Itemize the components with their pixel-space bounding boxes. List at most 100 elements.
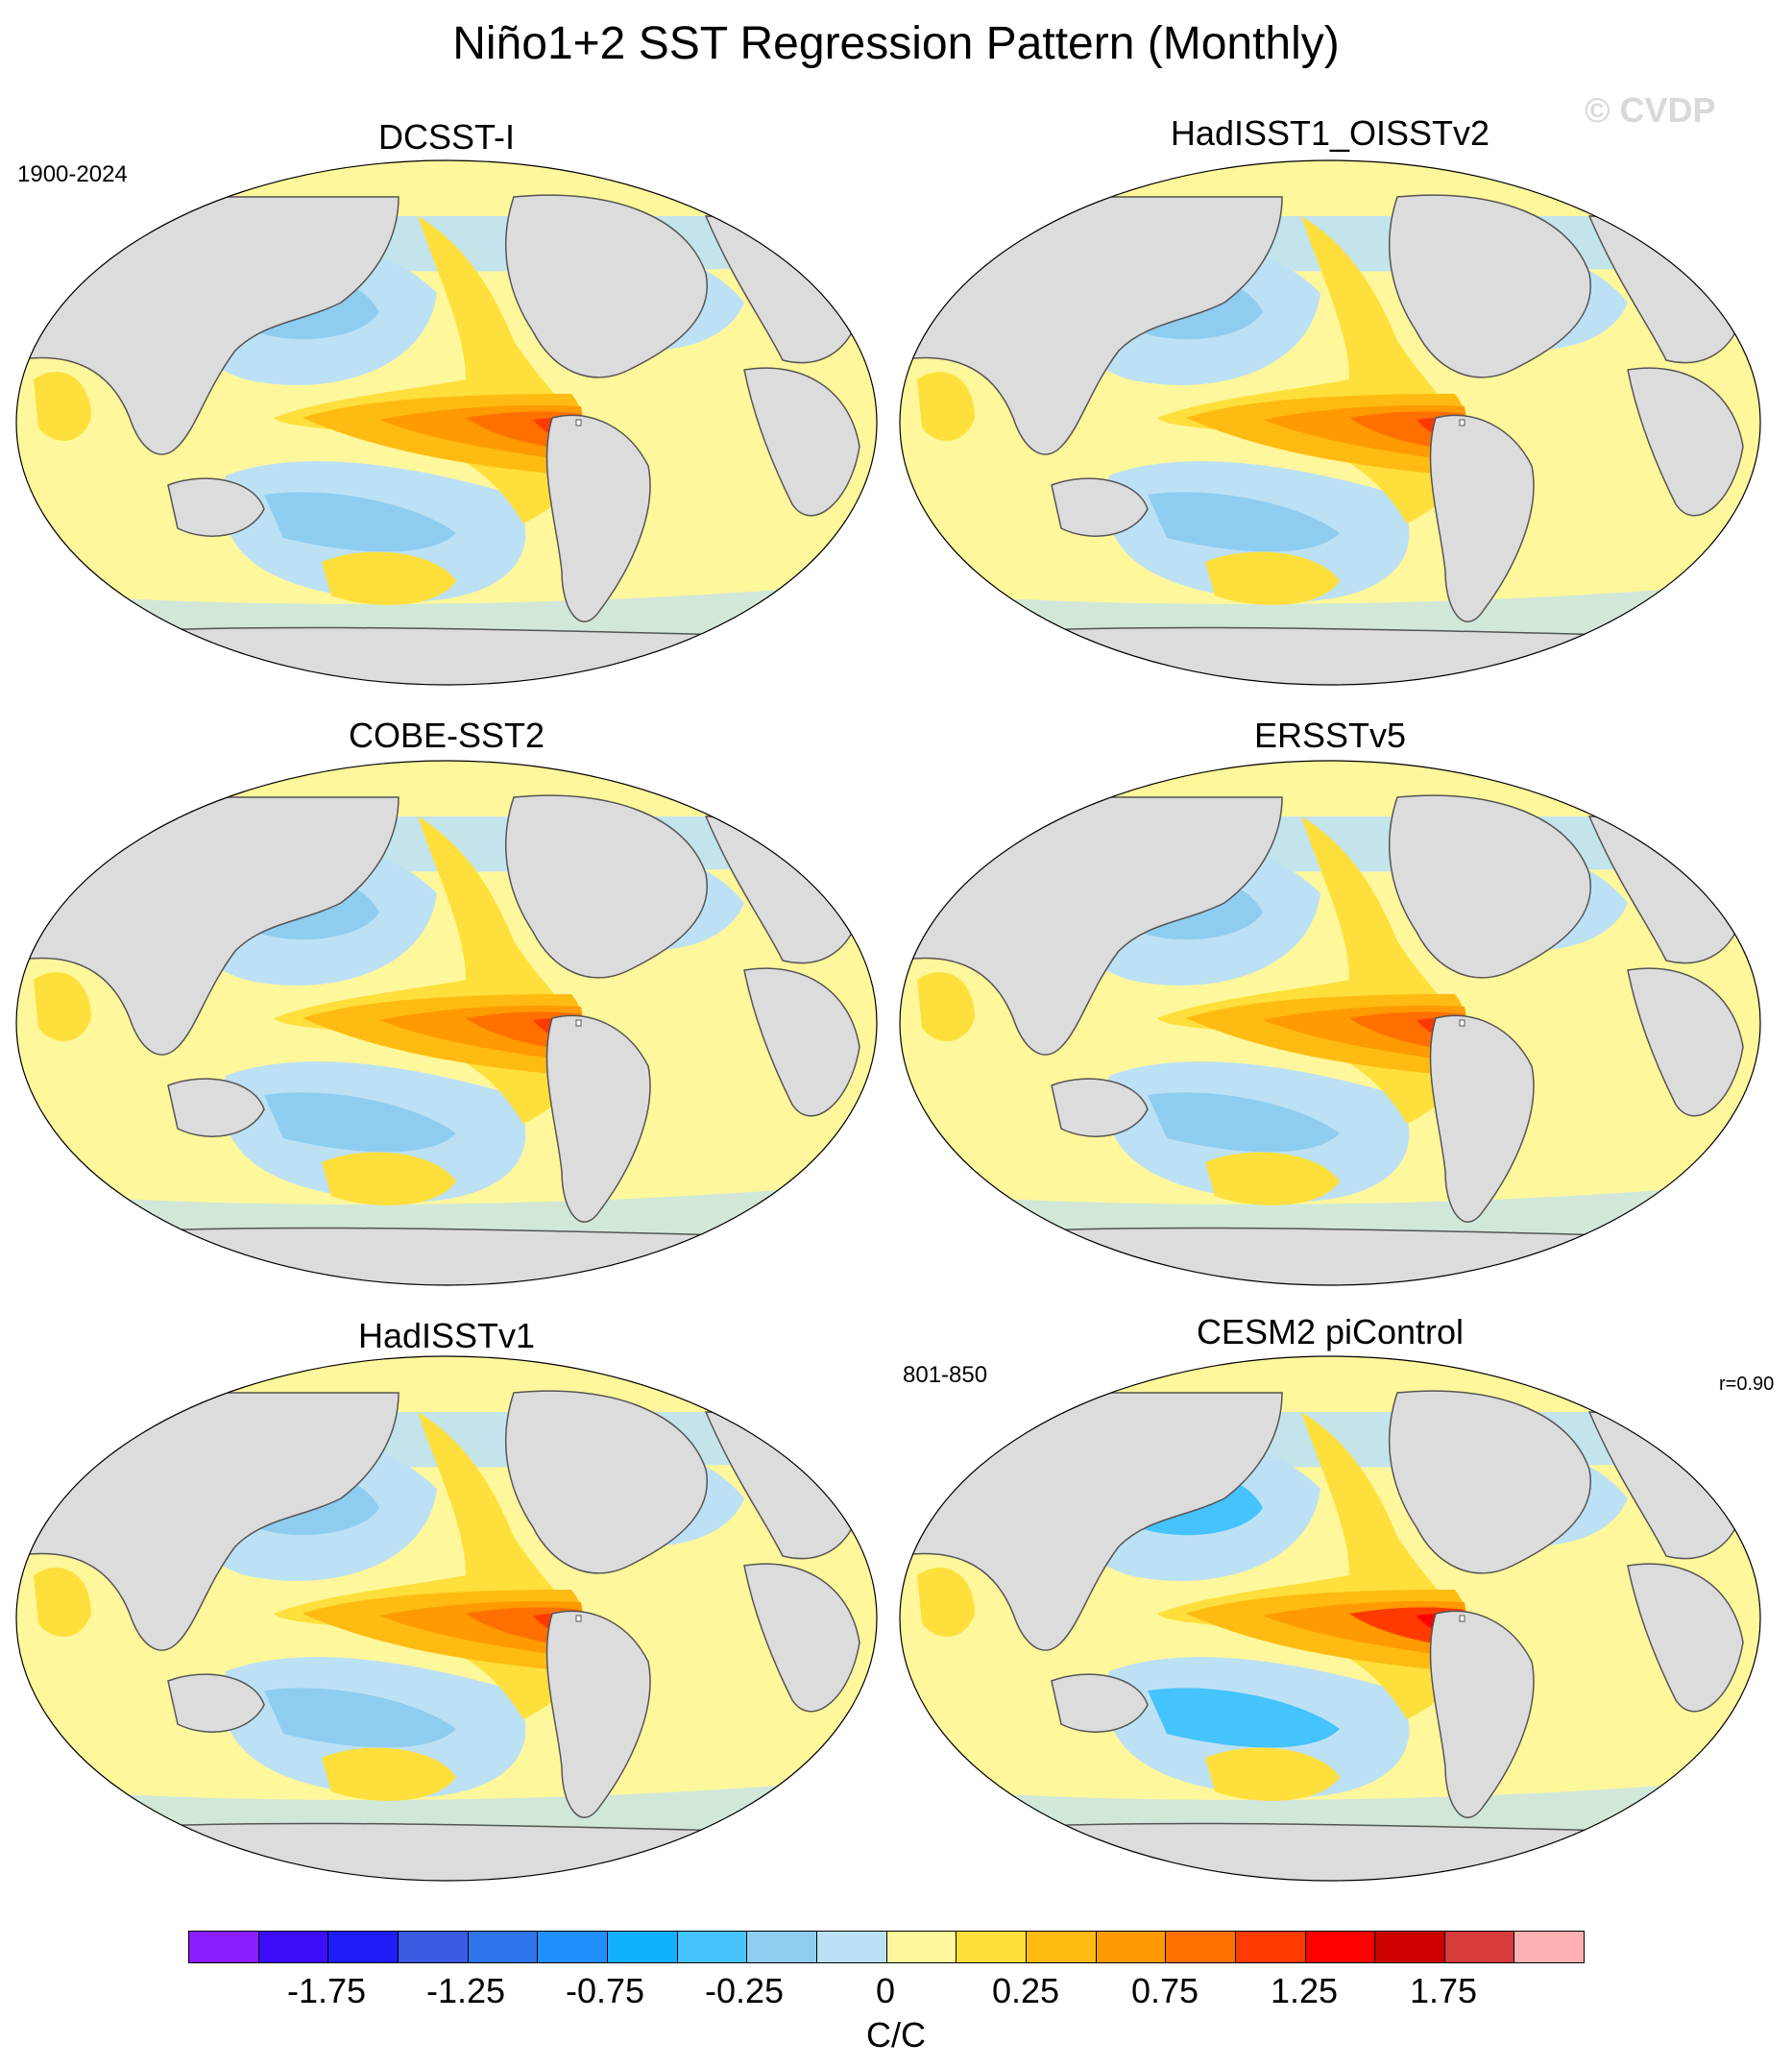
north-america-land: [1388, 794, 1592, 979]
colorbar-box: [886, 1932, 957, 1962]
colorbar-box: [1096, 1932, 1167, 1962]
map-panel-6: [899, 1355, 1761, 1882]
australia-land: [167, 477, 265, 537]
panel-period-1: 1900-2024: [17, 161, 128, 187]
australia-land: [1051, 1078, 1149, 1137]
colorbar-tick-label: 0.75: [1130, 1971, 1199, 2010]
panel-period-6: 801-850: [903, 1362, 988, 1388]
map-border: [899, 1355, 1761, 1882]
south-america-land: [545, 1610, 651, 1818]
figure-title: Niño1+2 SST Regression Pattern (Monthly): [452, 18, 1340, 69]
map-panel-4: [899, 760, 1761, 1286]
cvdp-watermark: © CVDP: [1585, 90, 1716, 130]
colorbar-tick-label: -1.25: [425, 1971, 506, 2010]
nino12-region-box: [575, 1019, 582, 1027]
south-pacific-warm-patch: [322, 1747, 456, 1801]
indian-ocean-warm-patch: [34, 1568, 91, 1637]
eurasia-land: [16, 1392, 400, 1651]
map-content: [900, 160, 1760, 685]
panel-title-1: DCSST-I: [377, 117, 515, 157]
panel-title-4: ERSSTv5: [1253, 716, 1407, 755]
nino12-region-box: [1459, 1019, 1465, 1027]
colorbar-box: [328, 1932, 399, 1962]
africa-land: [743, 967, 860, 1117]
south-pacific-warm-patch: [322, 1152, 456, 1205]
south-pacific-cold-core: [1148, 1688, 1340, 1748]
africa-land: [1627, 367, 1744, 517]
colorbar-box: [957, 1932, 1027, 1962]
nino12-region-box: [1459, 419, 1465, 426]
map-border: [899, 159, 1761, 686]
nino12-region-box: [575, 419, 582, 426]
south-pacific-cold-core: [1148, 1092, 1340, 1153]
indian-ocean-warm-patch: [34, 972, 91, 1041]
north-america-land: [504, 794, 709, 979]
colorbar-tick-label: 1.25: [1270, 1971, 1339, 2010]
antarctica-land: [16, 1227, 877, 1285]
australia-land: [1051, 477, 1149, 537]
colorbar-box: [1235, 1932, 1306, 1962]
panel-title-6: CESM2 piControl: [1196, 1312, 1465, 1351]
south-pacific-warm-patch: [1205, 1747, 1340, 1801]
map-panel-3: [15, 760, 878, 1286]
colorbar-box: [1305, 1932, 1376, 1962]
colorbar-box: [258, 1932, 329, 1962]
indian-ocean-warm-patch: [34, 372, 91, 441]
panel-correlation-6: r=0.90: [1719, 1374, 1775, 1395]
colorbar-tick-label: -0.25: [704, 1971, 785, 2010]
south-pacific-cold-core: [264, 492, 456, 552]
eurasia-land: [900, 1392, 1283, 1651]
australia-land: [167, 1673, 265, 1733]
eurasia-land: [900, 196, 1283, 455]
south-pacific-warm-patch: [1205, 551, 1340, 605]
colorbar-tick-label: -1.75: [286, 1971, 367, 2010]
australia-land: [167, 1078, 265, 1137]
indian-ocean-warm-patch: [917, 1568, 975, 1637]
colorbar-box: [1514, 1932, 1585, 1962]
map-content: [900, 1356, 1760, 1881]
eurasia-land: [900, 796, 1283, 1056]
africa-land: [1627, 1563, 1744, 1713]
indian-ocean-warm-patch: [917, 372, 975, 441]
colorbar-tick-label: 1.75: [1409, 1971, 1478, 2010]
north-america-land: [504, 1390, 709, 1574]
map-content: [16, 160, 877, 685]
colorbar-units: C/C: [866, 2015, 926, 2055]
indian-ocean-warm-patch: [917, 972, 975, 1041]
panel-title-2: HadISST1_OISSTv2: [1170, 113, 1490, 153]
map-content: [16, 761, 877, 1285]
colorbar-box: [1166, 1932, 1236, 1962]
colorbar-box: [1444, 1932, 1515, 1962]
south-pacific-cold-core: [264, 1688, 456, 1748]
colorbar-tick-label: 0.25: [991, 1971, 1060, 2010]
antarctica-land: [900, 1822, 1760, 1881]
africa-land: [1627, 967, 1744, 1117]
africa-land: [743, 1563, 860, 1713]
map-border: [15, 760, 878, 1286]
colorbar-box: [189, 1932, 259, 1962]
map-content: [900, 761, 1760, 1285]
north-america-land: [1388, 194, 1592, 378]
south-america-land: [545, 414, 651, 622]
south-america-land: [1429, 414, 1535, 622]
colorbar-box: [677, 1932, 748, 1962]
south-pacific-cold-core: [264, 1092, 456, 1153]
panel-title-3: COBE-SST2: [348, 716, 545, 755]
colorbar-tick-label: 0: [875, 1971, 896, 2010]
eurasia-land: [16, 796, 400, 1056]
africa-land: [743, 367, 860, 517]
south-pacific-warm-patch: [322, 551, 456, 605]
colorbar-box: [538, 1932, 608, 1962]
antarctica-land: [16, 1822, 877, 1881]
colorbar-box: [816, 1932, 887, 1962]
nino12-region-box: [1459, 1615, 1465, 1622]
colorbar-box: [398, 1932, 469, 1962]
colorbar-box: [1026, 1932, 1097, 1962]
map-content: [16, 1356, 877, 1881]
antarctica-land: [16, 626, 877, 685]
map-panel-5: [15, 1355, 878, 1882]
colorbar-box: [607, 1932, 678, 1962]
colorbar: [188, 1931, 1585, 1963]
colorbar-box: [1375, 1932, 1445, 1962]
north-america-land: [1388, 1390, 1592, 1574]
